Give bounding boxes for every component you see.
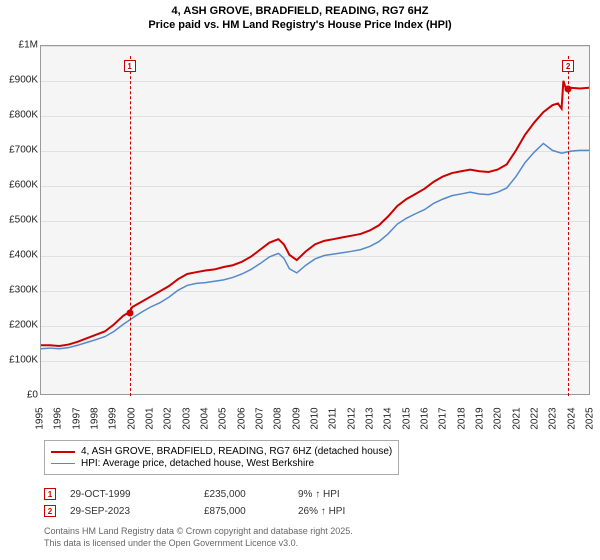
- y-tick-label: £100K: [2, 354, 38, 365]
- legend-item: 4, ASH GROVE, BRADFIELD, READING, RG7 6H…: [51, 446, 392, 457]
- legend-label: 4, ASH GROVE, BRADFIELD, READING, RG7 6H…: [81, 446, 392, 457]
- x-tick-label: 1998: [90, 403, 101, 433]
- marker-dot: [565, 86, 572, 93]
- copyright-line2: This data is licensed under the Open Gov…: [44, 538, 353, 550]
- x-tick-label: 2013: [365, 403, 376, 433]
- marker-vline: [130, 56, 131, 396]
- x-tick-label: 2014: [383, 403, 394, 433]
- x-tick-label: 2021: [511, 403, 522, 433]
- x-tick-label: 2000: [126, 403, 137, 433]
- x-tick-label: 2022: [530, 403, 541, 433]
- x-tick-label: 1996: [53, 403, 64, 433]
- x-tick-label: 2025: [585, 403, 596, 433]
- copyright-line1: Contains HM Land Registry data © Crown c…: [44, 526, 353, 538]
- x-tick-label: 2018: [456, 403, 467, 433]
- y-tick-label: £600K: [2, 179, 38, 190]
- y-tick-label: £1M: [2, 39, 38, 50]
- legend-item: HPI: Average price, detached house, West…: [51, 458, 392, 469]
- y-tick-label: £200K: [2, 319, 38, 330]
- marker-dot: [126, 310, 133, 317]
- x-tick-label: 2023: [548, 403, 559, 433]
- x-tick-label: 2015: [401, 403, 412, 433]
- chart-container: 12 £0£100K£200K£300K£400K£500K£600K£700K…: [0, 37, 600, 437]
- series-price_paid: [41, 80, 589, 345]
- x-tick-label: 2006: [236, 403, 247, 433]
- marker-box: 2: [562, 60, 574, 72]
- copyright-notice: Contains HM Land Registry data © Crown c…: [44, 526, 353, 549]
- series-hpi: [41, 143, 589, 348]
- x-tick-label: 2020: [493, 403, 504, 433]
- marker-box: 1: [124, 60, 136, 72]
- y-tick-label: £300K: [2, 284, 38, 295]
- legend-swatch: [51, 451, 75, 453]
- chart-title: 4, ASH GROVE, BRADFIELD, READING, RG7 6H…: [0, 0, 600, 33]
- x-tick-label: 2010: [310, 403, 321, 433]
- y-tick-label: £700K: [2, 144, 38, 155]
- title-sub: Price paid vs. HM Land Registry's House …: [0, 18, 600, 32]
- x-tick-label: 1999: [108, 403, 119, 433]
- x-tick-label: 2007: [255, 403, 266, 433]
- sale-date: 29-OCT-1999: [70, 489, 190, 500]
- x-tick-label: 2002: [163, 403, 174, 433]
- legend: 4, ASH GROVE, BRADFIELD, READING, RG7 6H…: [44, 440, 399, 475]
- x-tick-label: 2016: [420, 403, 431, 433]
- y-tick-label: £900K: [2, 74, 38, 85]
- x-tick-label: 2024: [566, 403, 577, 433]
- x-tick-label: 1997: [71, 403, 82, 433]
- plot-area: 12: [40, 45, 590, 395]
- sale-price: £875,000: [204, 506, 284, 517]
- sale-price: £235,000: [204, 489, 284, 500]
- x-tick-label: 2005: [218, 403, 229, 433]
- sale-marker: 1: [44, 488, 56, 500]
- x-tick-label: 2001: [145, 403, 156, 433]
- marker-vline: [568, 56, 569, 396]
- y-tick-label: £400K: [2, 249, 38, 260]
- x-tick-label: 2004: [200, 403, 211, 433]
- sale-row: 2 29-SEP-2023 £875,000 26% ↑ HPI: [44, 504, 378, 518]
- x-tick-label: 2019: [475, 403, 486, 433]
- line-chart-svg: [41, 46, 589, 394]
- legend-label: HPI: Average price, detached house, West…: [81, 458, 314, 469]
- sale-row: 1 29-OCT-1999 £235,000 9% ↑ HPI: [44, 487, 378, 501]
- y-tick-label: £0: [2, 389, 38, 400]
- x-tick-label: 1995: [35, 403, 46, 433]
- sales-table: 1 29-OCT-1999 £235,000 9% ↑ HPI 2 29-SEP-2023…: [44, 484, 378, 521]
- sale-pct: 26% ↑ HPI: [298, 506, 378, 517]
- y-tick-label: £500K: [2, 214, 38, 225]
- x-tick-label: 2003: [181, 403, 192, 433]
- x-tick-label: 2011: [328, 403, 339, 433]
- title-addr: 4, ASH GROVE, BRADFIELD, READING, RG7 6H…: [0, 4, 600, 18]
- x-tick-label: 2009: [291, 403, 302, 433]
- x-tick-label: 2008: [273, 403, 284, 433]
- y-tick-label: £800K: [2, 109, 38, 120]
- sale-date: 29-SEP-2023: [70, 506, 190, 517]
- legend-swatch: [51, 463, 75, 464]
- x-tick-label: 2012: [346, 403, 357, 433]
- sale-marker: 2: [44, 505, 56, 517]
- x-tick-label: 2017: [438, 403, 449, 433]
- sale-pct: 9% ↑ HPI: [298, 489, 378, 500]
